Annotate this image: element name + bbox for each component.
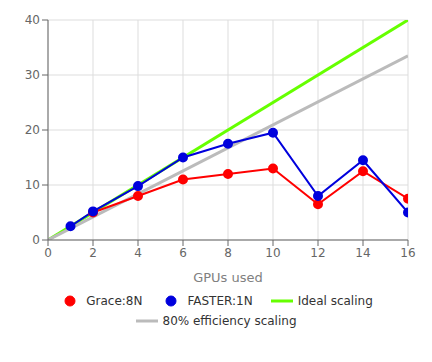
svg-text:40: 40: [25, 13, 40, 27]
svg-text:6: 6: [179, 246, 187, 260]
svg-text:30: 30: [25, 68, 40, 82]
svg-text:12: 12: [310, 246, 325, 260]
html-text:Grace:8N: Grace:8N: [86, 294, 143, 308]
html-text:80% efficiency scaling: 80% efficiency scaling: [162, 314, 297, 328]
svg-text:10: 10: [265, 246, 280, 260]
svg-text:14: 14: [355, 246, 370, 260]
svg-text:8: 8: [224, 246, 232, 260]
svg-text:16: 16: [400, 246, 415, 260]
svg-text:4: 4: [134, 246, 142, 260]
svg-text:2: 2: [89, 246, 97, 260]
html-text:FASTER:1N: FASTER:1N: [187, 294, 253, 308]
svg-text:10: 10: [25, 178, 40, 192]
svg-text:20: 20: [25, 123, 40, 137]
svg-text:0: 0: [44, 246, 52, 260]
svg-text:GPUs used: GPUs used: [193, 270, 263, 285]
html-text:Ideal scaling: Ideal scaling: [297, 294, 373, 308]
svg-text:0: 0: [32, 233, 40, 247]
